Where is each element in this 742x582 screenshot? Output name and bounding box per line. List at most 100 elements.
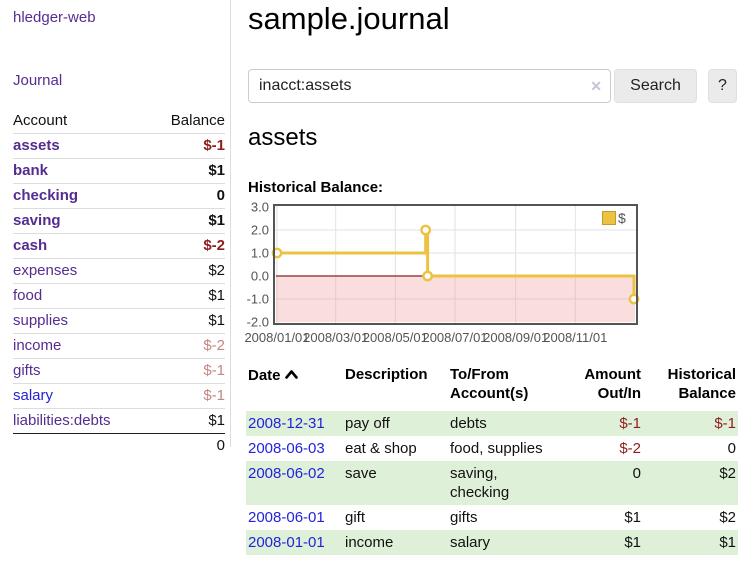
sidebar: hledger-web Journal Account Balance asse… (0, 0, 231, 458)
total-label-cell (13, 433, 150, 458)
account-title: assets (248, 124, 318, 151)
account-row: cash $-2 (13, 233, 225, 259)
transaction-balance: 0 (727, 440, 736, 457)
account-balance: $1 (149, 158, 225, 184)
transaction-accounts: food, supplies (450, 440, 543, 457)
svg-text:-1.0: -1.0 (247, 292, 269, 307)
sidebar-item-journal[interactable]: Journal (13, 72, 63, 89)
balance-column-header: Balance (170, 112, 225, 129)
transaction-balance: $2 (719, 509, 736, 526)
account-balance: $-1 (149, 383, 225, 409)
transaction-date-link[interactable]: 2008-06-01 (248, 509, 325, 526)
sidebar-account-link[interactable]: liabilities:debts (13, 412, 111, 429)
search-button[interactable]: Search (614, 69, 697, 103)
svg-text:3.0: 3.0 (251, 200, 269, 215)
transaction-description: gift (345, 509, 366, 526)
transaction-balance: $1 (719, 534, 736, 551)
help-button[interactable]: ? (708, 69, 737, 103)
account-row: salary $-1 (13, 383, 225, 409)
account-balance: $-2 (149, 233, 225, 259)
transaction-balance: $-1 (714, 415, 736, 432)
sidebar-account-link[interactable]: supplies (13, 312, 69, 329)
transaction-balance: $2 (719, 465, 736, 482)
svg-text:$: $ (618, 210, 626, 226)
balance-column-header-register: Historical Balance (667, 366, 736, 402)
transaction-date-link[interactable]: 2008-06-03 (248, 440, 325, 457)
transaction-date-link[interactable]: 2008-01-01 (248, 534, 325, 551)
sidebar-account-link[interactable]: checking (13, 187, 79, 204)
account-column-header: Account (13, 112, 68, 129)
svg-text:2008/01/01: 2008/01/01 (244, 330, 309, 345)
transaction-description: save (345, 465, 377, 482)
sidebar-account-link[interactable]: bank (13, 162, 49, 179)
amount-column-header: Amount Out/In (584, 366, 641, 402)
transaction-row: 2008-12-31 pay off debts $-1 $-1 (246, 411, 738, 436)
balance-total-row: 0 (13, 433, 225, 458)
account-balance: $-2 (149, 333, 225, 359)
account-balance: $1 (149, 308, 225, 334)
sidebar-account-link[interactable]: saving (13, 212, 61, 229)
transaction-description: pay off (345, 415, 390, 432)
transaction-accounts: gifts (450, 509, 478, 526)
sidebar-account-link[interactable]: food (13, 287, 43, 304)
svg-text:2008/11/01: 2008/11/01 (543, 330, 607, 345)
transaction-date-link[interactable]: 2008-12-31 (248, 415, 325, 432)
search-input[interactable] (248, 69, 611, 103)
sidebar-account-link[interactable]: income (13, 337, 62, 354)
account-balance: $-1 (149, 358, 225, 384)
date-column-header[interactable]: Date (246, 362, 343, 411)
transaction-row: 2008-06-02 save saving, checking 0 $2 (246, 461, 738, 505)
account-row: supplies $1 (13, 308, 225, 334)
account-row: checking 0 (13, 183, 225, 209)
transaction-description: income (345, 534, 394, 551)
register-table: Date Description To/From Account(s) Amou… (246, 362, 738, 555)
sidebar-account-link[interactable]: expenses (13, 262, 78, 279)
register-header-row: Date Description To/From Account(s) Amou… (246, 362, 738, 411)
account-row: assets $-1 (13, 133, 225, 159)
account-row: gifts $-1 (13, 358, 225, 384)
transaction-amount: $1 (624, 534, 641, 551)
account-row: food $1 (13, 283, 225, 309)
sidebar-account-link[interactable]: assets (13, 137, 60, 154)
account-balance: $1 (149, 283, 225, 309)
sidebar-account-link[interactable]: cash (13, 237, 48, 254)
account-row: income $-2 (13, 333, 225, 359)
account-row: saving $1 (13, 208, 225, 234)
sort-ascending-icon (284, 365, 298, 384)
account-row: expenses $2 (13, 258, 225, 284)
svg-text:0.0: 0.0 (251, 269, 269, 284)
transaction-row: 2008-01-01 income salary $1 $1 (246, 530, 738, 555)
svg-text:2.0: 2.0 (251, 223, 269, 238)
account-row: bank $1 (13, 158, 225, 184)
account-balance: $2 (149, 258, 225, 284)
historical-balance-chart[interactable]: $3.0 2.0 1.0 0.0 -1.0 -2.02008/01/012008/03/0… (240, 200, 742, 350)
account-balance: $1 (149, 408, 225, 434)
transaction-accounts: salary (450, 534, 491, 551)
account-row: liabilities:debts $1 (13, 408, 225, 434)
transaction-description: eat & shop (345, 440, 417, 457)
account-balance: $1 (149, 208, 225, 234)
transaction-date-link[interactable]: 2008-06-02 (248, 465, 325, 482)
transaction-row: 2008-06-03 eat & shop food, supplies $-2 0 (246, 436, 738, 461)
transaction-row: 2008-06-01 gift gifts $1 $2 (246, 505, 738, 530)
total-balance: 0 (149, 433, 225, 458)
page-title: sample.journal (248, 1, 450, 36)
search-input-wrap: ✕ (248, 69, 611, 103)
svg-text:2008/03/01: 2008/03/01 (303, 330, 368, 345)
svg-text:2008/09/01: 2008/09/01 (483, 330, 548, 345)
transaction-accounts: debts (450, 415, 487, 432)
transaction-amount: $-2 (619, 440, 641, 457)
transaction-amount: 0 (632, 465, 641, 482)
sidebar-account-link[interactable]: salary (13, 387, 54, 404)
account-balance: $-1 (149, 133, 225, 159)
transaction-accounts: saving, checking (450, 465, 510, 501)
app-brand-link[interactable]: hledger-web (13, 9, 96, 26)
sidebar-account-link[interactable]: gifts (13, 362, 41, 379)
balance-table-header-row: Account Balance (13, 109, 225, 134)
accounts-column-header: To/From Account(s) (450, 366, 529, 402)
transaction-amount: $1 (624, 509, 641, 526)
clear-search-icon[interactable]: ✕ (590, 78, 602, 94)
svg-text:-2.0: -2.0 (247, 315, 269, 330)
transaction-amount: $-1 (619, 415, 641, 432)
